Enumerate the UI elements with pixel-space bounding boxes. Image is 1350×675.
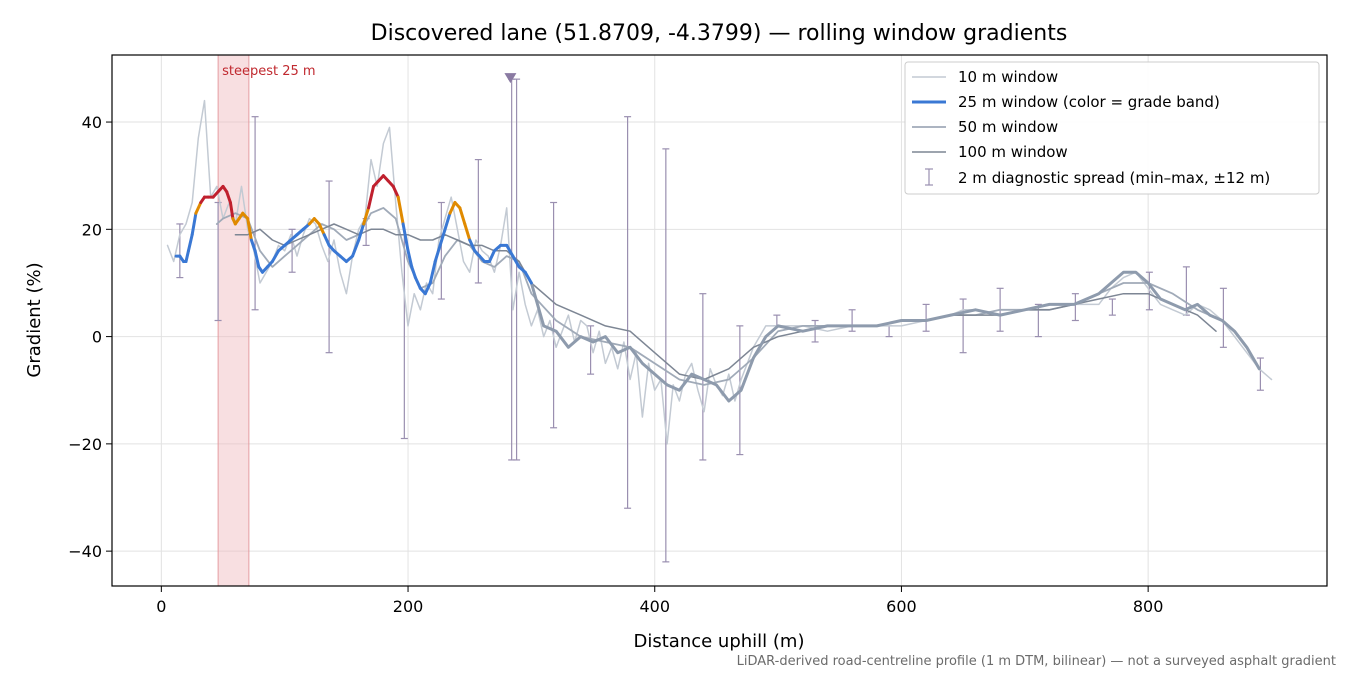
series-25m-segment-55: [428, 260, 437, 285]
x-axis-label: Distance uphill (m): [634, 631, 805, 652]
spread-bar-21: [922, 303, 930, 332]
series-25m-segment-5: [190, 211, 198, 237]
spread-bar-0: [176, 223, 184, 279]
series-25m-segment-52: [413, 276, 422, 290]
x-tick-label-1: 200: [393, 597, 424, 616]
series-25m-segment-42: [367, 184, 376, 210]
series-25m-segment-21: [253, 249, 261, 269]
spread-bar-14: [662, 148, 670, 563]
spread-bar-12: [587, 325, 595, 375]
spread-bar-20: [885, 325, 893, 338]
legend-label-100m: 100 m window: [958, 143, 1068, 161]
series-line-3: [215, 207, 1224, 386]
y-tick-label-2: 0: [92, 328, 102, 347]
series-25m-segment-57: [438, 227, 447, 247]
x-tick-label-0: 0: [156, 597, 166, 616]
steepest-span-label: steepest 25 m: [222, 64, 315, 79]
legend-label-25m: 25 m window (color = grade band): [958, 93, 1220, 111]
series-25m-segment-48: [396, 195, 405, 226]
spread-bar-15: [699, 293, 707, 461]
plot-frame: [111, 54, 1328, 587]
spread-bar-30: [1256, 357, 1264, 391]
spread-bar-4: [325, 180, 333, 354]
spread-bar-17: [773, 314, 781, 327]
series-25m-segment-49: [401, 222, 410, 253]
series-25m-segment-20: [249, 238, 257, 253]
series-25m-segment-63: [468, 238, 477, 253]
steepest-span-band: [217, 54, 250, 587]
spread-bar-19: [848, 309, 856, 332]
series-25m-segment-25: [270, 249, 281, 263]
series-25m-segment-71: [511, 254, 521, 269]
series-25m-segment-3: [184, 249, 190, 263]
spread-bar-22: [959, 298, 967, 354]
series-25m-segment-67: [487, 249, 496, 263]
series-25m-segment-34: [322, 233, 331, 247]
series-25m-segment-70: [505, 243, 515, 258]
series-25m-segment-41: [362, 206, 371, 226]
y-tick-label-4: 40: [82, 113, 102, 132]
series-25m-segment-56: [433, 243, 442, 263]
legend-label-spread: 2 m diagnostic spread (min–max, ±12 m): [958, 169, 1270, 187]
chart-title: Discovered lane (51.8709, -4.3799) — rol…: [371, 21, 1068, 46]
series-25m-segment-33: [317, 222, 326, 237]
series-25m-segment-19: [246, 217, 253, 242]
spread-bar-29: [1219, 287, 1227, 348]
series-25m-segment-40: [357, 222, 366, 242]
legend-box: [904, 61, 1320, 195]
x-tick-label-2: 400: [639, 597, 670, 616]
series-line-4: [234, 223, 1217, 381]
legend-label-10m: 10 m window: [958, 68, 1058, 86]
legend-swatch-spread: [925, 168, 933, 186]
series-25m-segment-4: [186, 233, 194, 253]
y-axis-ticks: −40 −20 0 20 40: [68, 113, 112, 561]
x-tick-label-4: 800: [1133, 597, 1164, 616]
y-tick-label-1: −20: [68, 435, 102, 454]
series-25m-segment-14: [228, 201, 235, 221]
legend: 10 m window 25 m window (color = grade b…: [904, 61, 1320, 195]
legend-label-50m: 50 m window: [958, 118, 1058, 136]
series-25m-segment-61: [458, 206, 467, 226]
y-axis-label: Gradient (%): [24, 262, 45, 377]
series-25m-segment-6: [194, 201, 203, 215]
series-lines: [166, 99, 1273, 445]
footnote: LiDAR-derived road-centreline profile (1…: [737, 654, 1336, 669]
series-25m-segment-54: [423, 281, 432, 296]
series-25m-segment-59: [448, 201, 457, 215]
spread-bar-2: [251, 116, 259, 311]
spread-bar-25: [1071, 293, 1079, 322]
spread-bar-13: [624, 116, 632, 509]
y-tick-label-0: −40: [68, 542, 102, 561]
series-25m-segment-47: [391, 184, 400, 199]
series-25m-segment-13: [225, 190, 232, 204]
series-line-2: [529, 270, 1261, 403]
y-tick-label-3: 20: [82, 220, 102, 239]
spread-bar-10: [513, 78, 521, 461]
series-25m-segment-50: [406, 249, 414, 269]
series-25m-segment-62: [463, 222, 472, 242]
spread-bar-8: [474, 158, 482, 284]
series-25m-segment-39: [351, 238, 361, 258]
series-25m-segment-58: [443, 211, 452, 231]
spread-bar-9: [508, 78, 516, 461]
spread-bar-26: [1108, 298, 1116, 316]
x-tick-label-3: 600: [886, 597, 917, 616]
spread-bar-18: [811, 319, 819, 343]
x-axis-ticks: 0 200 400 600 800: [156, 586, 1163, 616]
series-25m-segment-73: [523, 270, 533, 285]
peak-marker: [504, 73, 517, 84]
spread-bar-11: [550, 201, 558, 429]
spread-bars: [176, 78, 1264, 563]
spread-bar-7: [437, 201, 445, 300]
series-25m-segment-51: [410, 265, 417, 280]
